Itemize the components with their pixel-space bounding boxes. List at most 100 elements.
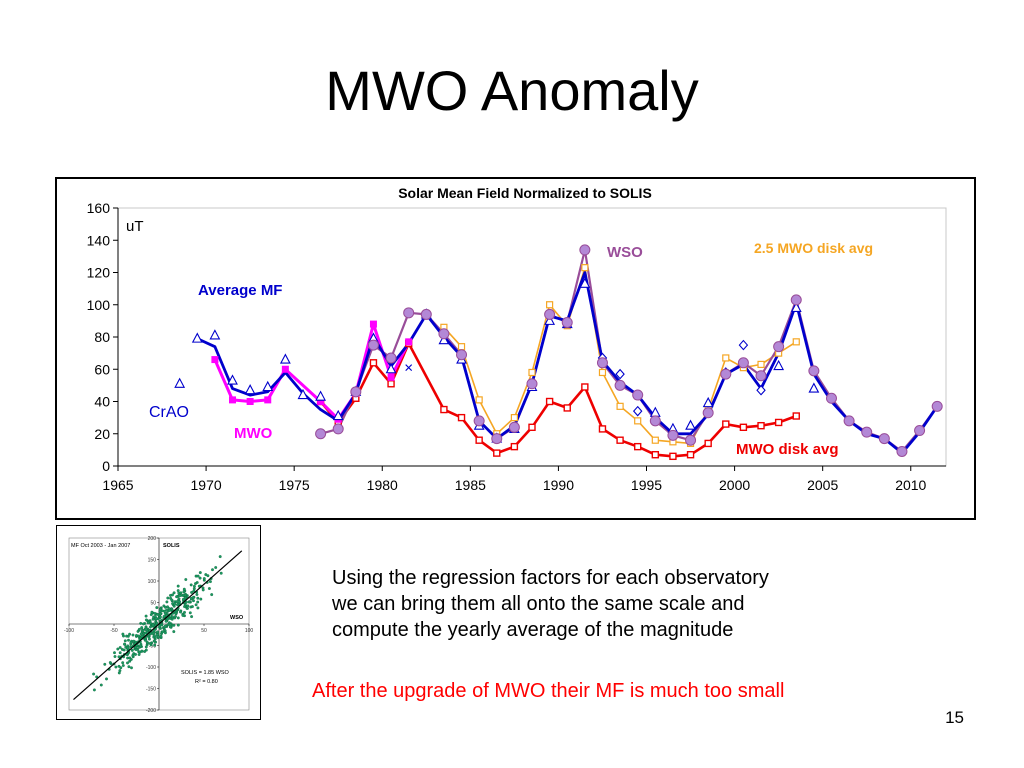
x-tick-label: 1980	[367, 477, 398, 493]
point-wso	[456, 349, 468, 361]
inset-scatter-point	[184, 578, 188, 581]
point-2-5-mwo-disk-avg	[792, 338, 800, 346]
inset-scatter-point	[125, 634, 129, 638]
point-wso	[491, 433, 503, 445]
inset-y-axis-label: SOLIS	[163, 543, 180, 549]
inset-scatter-point	[158, 615, 162, 619]
inset-scatter-point	[139, 621, 143, 625]
inset-scatter-point	[128, 632, 132, 636]
point-mwo-disk-avg	[686, 451, 695, 459]
point-wso	[473, 415, 485, 427]
inset-scatter-point	[174, 612, 178, 615]
label-mwo-disk-avg: MWO disk avg	[736, 441, 839, 458]
inset-scatter-point	[144, 618, 148, 622]
inset-scatter-point	[121, 632, 125, 636]
inset-y-tick-label: 50	[150, 601, 156, 607]
inset-scatter-point	[116, 647, 120, 651]
point-wso	[350, 386, 362, 398]
point-mwo	[405, 338, 413, 346]
inset-scatter-point	[162, 614, 166, 618]
point-mwo-disk-avg	[440, 405, 448, 414]
inset-scatter-point	[179, 591, 183, 595]
inset-scatter-point	[207, 587, 211, 590]
inset-scatter-point	[123, 639, 127, 643]
inset-y-tick-label: -50	[149, 644, 156, 650]
y-tick-label: 80	[94, 329, 110, 345]
point-mwo-disk-avg	[581, 383, 589, 391]
inset-scatter-point	[198, 576, 202, 580]
point-2-5-mwo-disk-avg	[475, 396, 483, 404]
inset-scatter-point	[194, 582, 197, 586]
inset-scatter-point	[140, 626, 144, 630]
inset-scatter-point	[151, 623, 155, 627]
point-wso	[332, 423, 344, 435]
point-mwo	[211, 356, 219, 364]
point-mwo-disk-avg	[774, 418, 783, 427]
inset-scatter-point	[192, 584, 196, 588]
inset-scatter-point	[155, 606, 159, 610]
point-crao	[191, 332, 203, 343]
point-crao	[262, 380, 274, 392]
inset-fit-equation: SOLIS = 1.85 WSO	[181, 670, 230, 676]
point-mwo	[246, 398, 254, 405]
point-crao	[297, 388, 309, 400]
point-crao	[279, 353, 291, 364]
y-tick-label: 100	[87, 297, 111, 313]
point-wso	[632, 389, 644, 401]
inset-scatter-point	[161, 630, 165, 634]
inset-scatter-point	[143, 650, 147, 653]
inset-scatter-point	[192, 587, 196, 591]
inset-scatter-point	[129, 641, 133, 645]
inset-scatter-point	[183, 610, 186, 614]
inset-scatter-point	[99, 683, 103, 687]
series-gap-mwo-disk-avg	[408, 343, 445, 410]
inset-scatter-point	[126, 656, 130, 660]
inset-scatter-point	[119, 666, 123, 670]
inset-x-tick-label: 50	[201, 628, 207, 634]
point-wso	[914, 425, 926, 437]
point-wso	[790, 294, 802, 306]
point-crao	[808, 382, 820, 393]
inset-scatter-point	[166, 617, 170, 621]
inset-scatter-point	[155, 633, 159, 637]
point-mwo-disk-avg	[739, 423, 748, 432]
inset-scatter-point	[192, 599, 195, 603]
inset-scatter-point	[177, 597, 181, 601]
inset-scatter-point	[153, 614, 157, 618]
inset-scatter-point	[105, 677, 108, 681]
inset-scatter-point	[194, 603, 198, 607]
inset-scatter-point	[171, 615, 174, 619]
inset-scatter-point	[190, 615, 194, 619]
inset-x-axis-label: WSO	[230, 615, 244, 621]
point-mwo-disk-avg	[722, 420, 730, 428]
point-wso	[755, 370, 767, 382]
point-mwo-disk-avg	[387, 380, 395, 388]
inset-chart-title: MF Oct 2003 - Jan 2007	[71, 543, 130, 549]
inset-scatter-point	[163, 624, 167, 628]
inset-scatter-point	[152, 634, 156, 638]
point-crao	[315, 390, 327, 401]
inset-r-squared: R² = 0.80	[195, 679, 218, 685]
inset-scatter-point	[182, 590, 186, 594]
inset-scatter-point	[146, 634, 150, 638]
point-wso	[367, 339, 379, 351]
point-mwo-disk-avg	[616, 436, 624, 444]
point-wso	[579, 244, 591, 256]
inset-scatter-point	[103, 662, 107, 666]
point-crao	[332, 409, 344, 421]
inset-scatter-point	[188, 611, 192, 615]
x-tick-label: 2005	[807, 477, 838, 493]
slide-number: 15	[945, 708, 964, 727]
label-wso: WSO	[607, 244, 643, 261]
point-mwo-disk-avg	[528, 423, 536, 432]
x-tick-label: 1970	[191, 477, 222, 493]
inset-y-tick-label: -200	[146, 708, 156, 714]
inset-scatter-point	[165, 608, 169, 612]
inset-scatter-point	[126, 646, 130, 650]
point-wso	[931, 400, 943, 412]
inset-scatter-point	[196, 596, 200, 600]
point-crao	[405, 364, 413, 372]
inset-scatter-point	[175, 600, 179, 604]
inset-scatter-point	[156, 630, 160, 634]
point-mwo	[229, 396, 237, 404]
